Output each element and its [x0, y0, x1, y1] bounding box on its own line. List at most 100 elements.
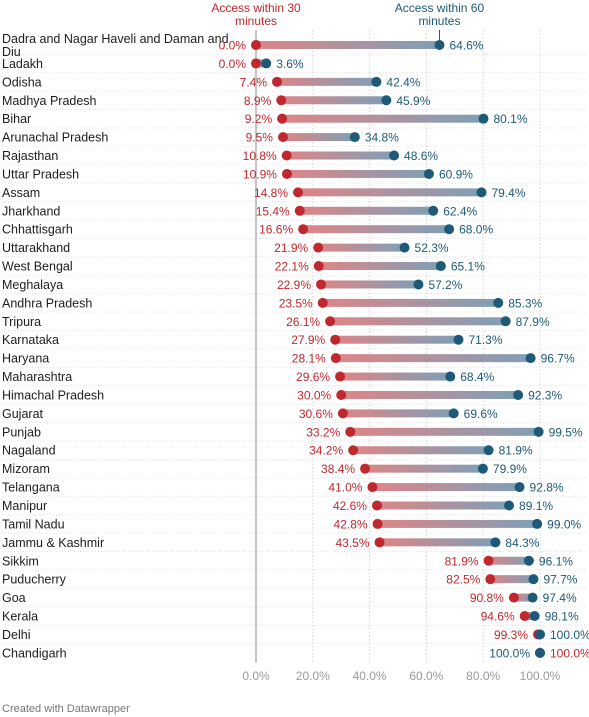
x-tick-label: 80.0% — [466, 669, 500, 683]
dot-30min — [294, 205, 305, 216]
value-60min-label: 64.6% — [449, 39, 483, 53]
state-label: Puducherry — [2, 573, 67, 587]
dot-60min — [532, 518, 543, 529]
dot-60min — [444, 224, 455, 235]
data-row: Jharkhand 15.4% 62.4% — [2, 204, 478, 218]
state-label: Telangana — [2, 481, 60, 495]
range-bar — [298, 188, 482, 197]
dot-60min — [453, 334, 464, 345]
range-bar — [282, 114, 484, 123]
state-label: Arunachal Pradesh — [2, 131, 108, 145]
value-60min-label: 96.1% — [539, 554, 573, 568]
state-label: Meghalaya — [2, 278, 63, 292]
dot-30min — [325, 316, 336, 327]
dot-30min — [281, 150, 292, 161]
data-row: Ladakh 0.0% 3.6% — [2, 57, 304, 71]
value-30min-label: 28.1% — [292, 352, 326, 366]
x-tick-label: 40.0% — [353, 669, 387, 683]
dot-30min — [348, 445, 359, 456]
data-row: Gujarat 30.6% 69.6% — [2, 407, 498, 421]
data-row: Uttar Pradesh 10.9% 60.9% — [2, 167, 473, 181]
dot-60min — [525, 353, 536, 364]
data-row: Chhattisgarh 16.6% 68.0% — [2, 223, 493, 237]
range-bar — [282, 133, 355, 142]
dot-60min — [423, 168, 434, 179]
data-row: Meghalaya 22.9% 57.2% — [2, 278, 463, 292]
value-60min-label: 68.4% — [460, 370, 494, 384]
dot-30min — [316, 279, 327, 290]
range-bar — [379, 538, 496, 547]
value-30min-label: 30.6% — [299, 407, 333, 421]
data-row: Assam 14.8% 79.4% — [2, 186, 526, 200]
dot-30min — [330, 353, 341, 364]
dot-60min — [428, 205, 439, 216]
dot-30min — [276, 95, 287, 106]
range-bar — [490, 575, 534, 584]
data-row: Jammu & Kashmir 43.5% 84.3% — [2, 536, 540, 550]
range-bar — [318, 262, 441, 271]
value-60min-label: 69.6% — [464, 407, 498, 421]
dot-60min — [445, 371, 456, 382]
value-60min-label: 100.0% — [550, 628, 589, 642]
value-60min-label: 100.0% — [489, 646, 530, 660]
value-60min-label: 45.9% — [396, 94, 430, 108]
state-label: Uttarakhand — [2, 241, 70, 255]
dot-60min — [435, 261, 446, 272]
data-row: Karnataka 27.9% 71.3% — [2, 333, 503, 347]
range-bar — [341, 390, 519, 399]
value-30min-label: 42.8% — [334, 517, 368, 531]
range-bar — [335, 354, 531, 363]
data-row: Goa 90.8% 97.4% — [2, 591, 577, 605]
dot-60min — [477, 463, 488, 474]
data-row: Punjab 33.2% 99.5% — [2, 425, 583, 439]
state-label: Assam — [2, 186, 40, 200]
state-label: Kerala — [2, 610, 38, 624]
data-row: Andhra Pradesh 23.5% 85.3% — [2, 296, 543, 310]
dot-60min — [389, 150, 400, 161]
value-30min-label: 94.6% — [481, 610, 515, 624]
legend-label: Access within 30 — [211, 1, 301, 15]
data-row: Puducherry 82.5% 97.7% — [2, 573, 578, 587]
state-label: Gujarat — [2, 407, 44, 421]
value-60min-label: 52.3% — [415, 241, 449, 255]
data-row: Bihar 9.2% 80.1% — [2, 112, 528, 126]
data-row: Tripura 26.1% 87.9% — [2, 315, 550, 329]
value-30min-label: 10.9% — [243, 167, 277, 181]
dot-60min — [535, 647, 545, 658]
range-bar — [281, 96, 387, 105]
range-bar — [372, 483, 520, 492]
dot-30min — [508, 592, 519, 603]
state-label: Chandigarh — [2, 646, 67, 660]
value-60min-label: 48.6% — [404, 149, 438, 163]
dot-30min — [485, 574, 496, 585]
range-bar — [335, 335, 459, 344]
value-60min-label: 92.3% — [528, 388, 562, 402]
state-label: Nagaland — [2, 444, 56, 458]
data-row: Delhi 99.3% 100.0% — [2, 628, 589, 642]
range-bar — [303, 225, 450, 234]
state-label: Tamil Nadu — [2, 517, 65, 531]
dot-60min — [261, 58, 272, 69]
data-row: Mizoram 38.4% 79.9% — [2, 462, 527, 476]
dot-60min — [483, 445, 494, 456]
state-label: Punjab — [2, 425, 41, 439]
value-60min-label: 97.7% — [543, 573, 577, 587]
value-30min-label: 81.9% — [445, 554, 479, 568]
value-60min-label: 85.3% — [508, 296, 542, 310]
value-30min-label: 0.0% — [219, 57, 247, 71]
data-row: West Bengal 22.1% 65.1% — [2, 260, 485, 274]
x-tick-label: 100.0% — [520, 669, 561, 683]
dot-60min — [527, 592, 538, 603]
state-label: Jharkhand — [2, 204, 60, 218]
dot-30min — [317, 297, 328, 308]
value-60min-label: 92.8% — [530, 481, 564, 495]
value-30min-label: 26.1% — [286, 315, 320, 329]
dot-60min — [349, 132, 360, 143]
data-row: Uttarakhand 21.9% 52.3% — [2, 241, 449, 255]
range-bar — [299, 206, 434, 215]
state-label: Manipur — [2, 499, 47, 513]
dot-30min — [251, 40, 261, 50]
state-label: Himachal Pradesh — [2, 388, 104, 402]
x-tick-label: 60.0% — [409, 669, 443, 683]
